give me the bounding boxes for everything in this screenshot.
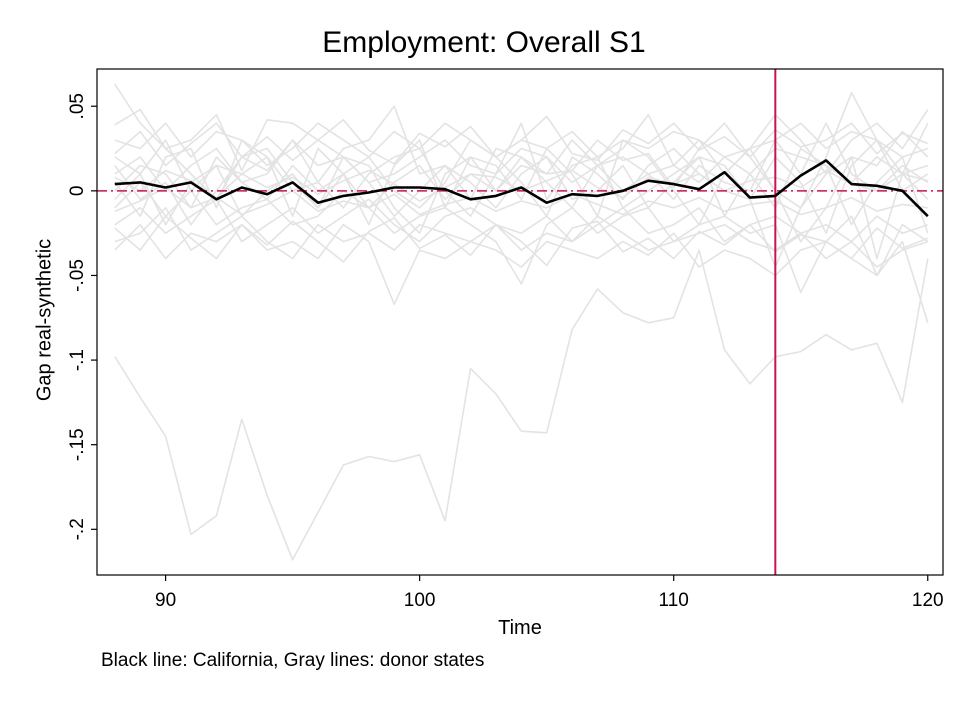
- y-tick-label: -.2: [67, 518, 88, 540]
- donor-series-line-13: [114, 207, 929, 268]
- highlight-series-group: [114, 159, 929, 218]
- y-tick-label: -.1: [67, 349, 88, 371]
- donor-series-line-8: [114, 198, 929, 243]
- y-tick-label: -.05: [67, 259, 88, 292]
- y-tick-label: 0: [67, 186, 88, 197]
- donor-series-line-18: [114, 215, 929, 267]
- axes: 90 100 110 120 .05 0 -.05 -.1 -.15 -.2: [67, 68, 944, 611]
- plot-frame: [96, 68, 944, 576]
- donor-series-line-1: [114, 249, 929, 561]
- donor-series-line-17: [114, 115, 929, 167]
- california-series-line: [114, 159, 929, 218]
- chart-note: Black line: California, Gray lines: dono…: [101, 650, 485, 671]
- x-tick-label: 90: [155, 590, 176, 611]
- y-tick-label: .05: [67, 93, 88, 119]
- donor-series-line-16: [114, 186, 928, 216]
- chart-title: Employment: Overall S1: [322, 26, 646, 59]
- donor-series-line-12: [114, 139, 929, 234]
- x-tick-label: 100: [404, 590, 436, 611]
- donor-series-line-4: [114, 223, 929, 324]
- donor-series-group: [114, 83, 929, 561]
- x-tick-label: 120: [912, 590, 944, 611]
- reference-lines: [97, 69, 943, 575]
- y-tick-label: -.15: [67, 428, 88, 461]
- donor-series-line-7: [114, 139, 929, 192]
- x-axis-label: Time: [498, 617, 542, 639]
- donor-series-line-10: [114, 139, 929, 260]
- donor-series-line-6: [114, 181, 929, 294]
- y-axis-label: Gap real-synthetic: [33, 238, 56, 402]
- x-tick-label: 110: [659, 590, 689, 611]
- donor-series-line-11: [114, 147, 929, 234]
- donor-series-line-9: [114, 122, 929, 209]
